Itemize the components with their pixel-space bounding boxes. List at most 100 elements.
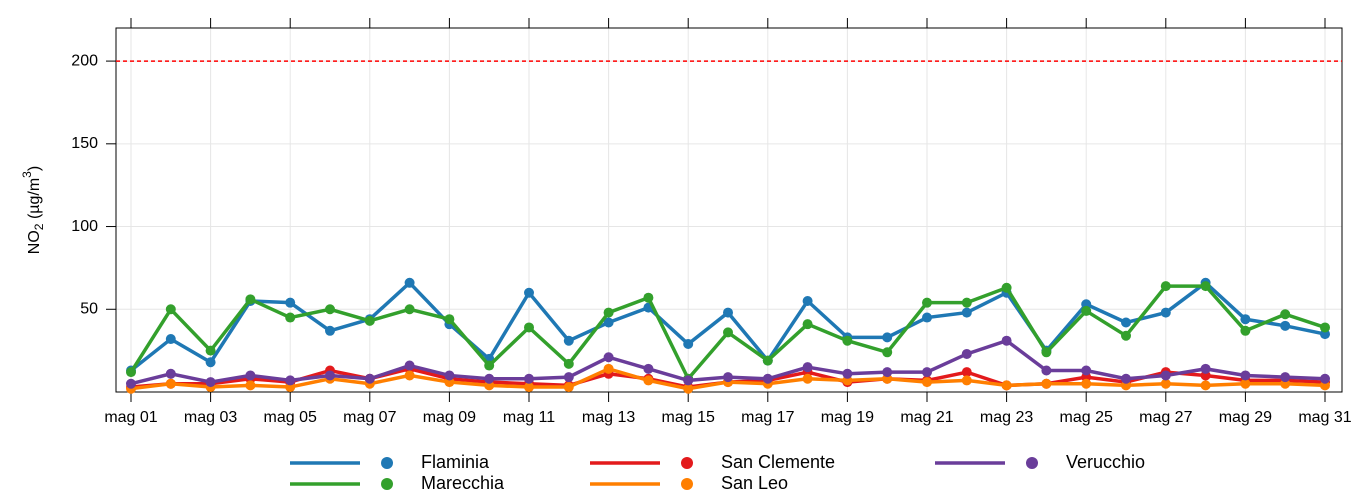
data-point (882, 332, 893, 343)
data-point (1160, 281, 1171, 292)
data-point (1200, 363, 1211, 374)
y-axis-label: NO2 (µg/m3) (20, 166, 46, 254)
data-point (723, 372, 733, 383)
data-point (842, 368, 853, 379)
y-label-sub: 2 (32, 223, 46, 230)
data-point (126, 378, 136, 389)
x-tick-label: mag 05 (264, 409, 317, 426)
legend-dot (381, 478, 393, 490)
data-point (1160, 370, 1171, 381)
legend-label: Flaminia (421, 452, 490, 472)
data-point (1041, 378, 1052, 389)
x-tick-label: mag 11 (503, 409, 555, 426)
legend-dot (681, 457, 693, 469)
data-point (1240, 325, 1251, 336)
data-point (524, 373, 534, 384)
data-point (524, 322, 534, 333)
data-point (1280, 320, 1291, 331)
data-point (603, 317, 614, 328)
data-point (524, 287, 534, 298)
data-point (1081, 378, 1092, 389)
data-point (1001, 380, 1012, 391)
data-point (205, 377, 216, 388)
legend-label: Verucchio (1066, 452, 1145, 472)
data-point (1001, 335, 1012, 346)
data-point (643, 363, 654, 374)
data-point (285, 375, 296, 386)
data-point (444, 314, 455, 325)
data-point (325, 325, 335, 336)
data-point (404, 277, 415, 288)
data-point (1200, 281, 1211, 292)
data-point (364, 373, 375, 384)
x-tick-label: mag 21 (900, 409, 953, 426)
data-point (325, 304, 335, 315)
data-point (245, 294, 256, 305)
y-tick-label: 200 (71, 52, 98, 69)
data-point (1240, 314, 1251, 325)
y-label-part: NO (26, 230, 43, 254)
data-point (1280, 309, 1291, 320)
data-point (563, 382, 574, 393)
data-point (922, 377, 932, 388)
x-tick-label: mag 27 (1139, 409, 1192, 426)
data-point (1160, 307, 1171, 318)
data-point (165, 334, 176, 345)
data-point (1200, 380, 1211, 391)
data-point (1001, 282, 1012, 293)
data-point (165, 304, 176, 315)
data-point (165, 368, 176, 379)
x-tick-label: mag 01 (104, 409, 157, 426)
data-point (285, 297, 296, 308)
legend-label: San Clemente (721, 452, 835, 472)
legend-dot (681, 478, 693, 490)
y-tick-label: 100 (71, 218, 98, 235)
data-point (723, 327, 733, 338)
data-point (961, 375, 972, 386)
y-label-sup: 3 (20, 171, 34, 178)
y-tick-label: 50 (80, 300, 98, 317)
legend-dot (381, 457, 393, 469)
data-point (1081, 365, 1092, 376)
data-point (1160, 378, 1171, 389)
data-point (404, 360, 415, 371)
data-point (563, 335, 574, 346)
data-point (683, 339, 694, 350)
data-point (603, 307, 614, 318)
data-point (961, 348, 972, 359)
data-point (165, 378, 176, 389)
series-line (129, 280, 1326, 372)
data-point (245, 380, 256, 391)
x-tick-label: mag 09 (423, 409, 476, 426)
data-point (205, 345, 216, 356)
data-point (683, 375, 694, 386)
data-point (484, 373, 495, 384)
x-tick-label: mag 29 (1219, 409, 1272, 426)
data-point (922, 312, 932, 323)
data-point (205, 357, 216, 368)
x-tick-label: mag 07 (343, 409, 396, 426)
data-point (802, 373, 813, 384)
data-point (1240, 378, 1251, 389)
data-point (643, 292, 654, 303)
x-tick-label: mag 03 (184, 409, 237, 426)
data-point (762, 355, 773, 366)
data-point (563, 372, 574, 383)
data-point (603, 363, 614, 374)
data-point (683, 383, 694, 394)
data-point (882, 347, 893, 358)
y-label-part: ) (26, 166, 43, 171)
x-tick-label: mag 19 (821, 409, 874, 426)
data-point (643, 375, 654, 386)
legend-label: San Leo (721, 473, 788, 493)
data-point (1081, 305, 1092, 316)
data-point (882, 367, 893, 378)
x-tick-label: mag 25 (1060, 409, 1113, 426)
data-point (563, 358, 574, 369)
x-tick-label: mag 31 (1298, 409, 1351, 426)
data-point (245, 370, 256, 381)
data-point (961, 307, 972, 318)
legend-dot (1026, 457, 1038, 469)
data-point (1121, 330, 1131, 341)
